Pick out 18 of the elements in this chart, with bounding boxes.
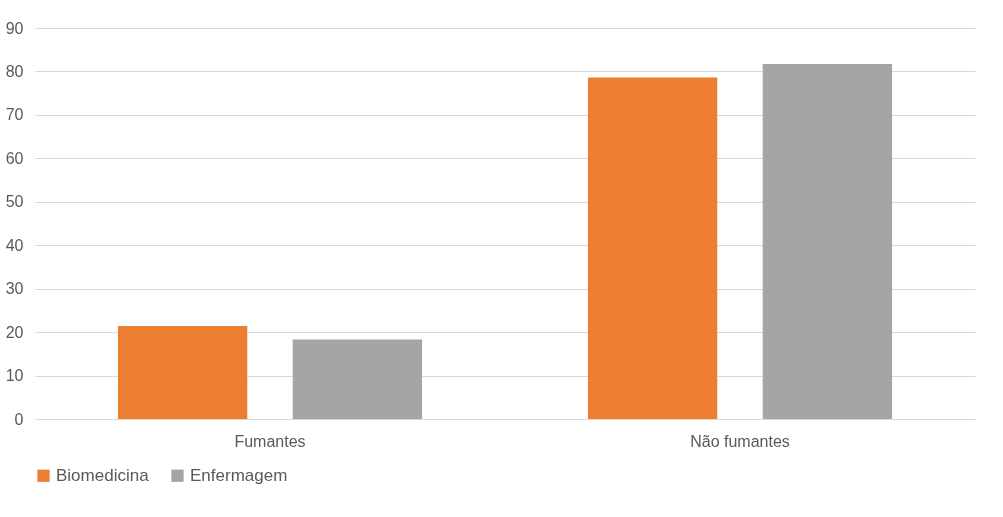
x-tick-label: Fumantes [234, 432, 306, 450]
y-tick-label: 70 [5, 106, 24, 124]
y-tick-label: 30 [5, 280, 24, 298]
bar [587, 77, 718, 419]
y-tick-label: 50 [5, 193, 24, 211]
y-tick-label: 10 [5, 367, 24, 385]
y-tick-label: 0 [14, 410, 24, 428]
y-tick-label: 60 [5, 149, 24, 167]
legend-label: Enfermagem [190, 465, 288, 485]
bar [762, 64, 893, 419]
y-tick-label: 20 [5, 323, 24, 341]
bar [292, 339, 423, 419]
x-tick-label: Não fumantes [690, 432, 790, 450]
y-tick-label: 40 [5, 236, 24, 254]
y-tick-label: 80 [5, 62, 24, 80]
bar [117, 326, 248, 419]
y-tick-label: 90 [5, 19, 24, 37]
legend-label: Biomedicina [56, 465, 150, 485]
